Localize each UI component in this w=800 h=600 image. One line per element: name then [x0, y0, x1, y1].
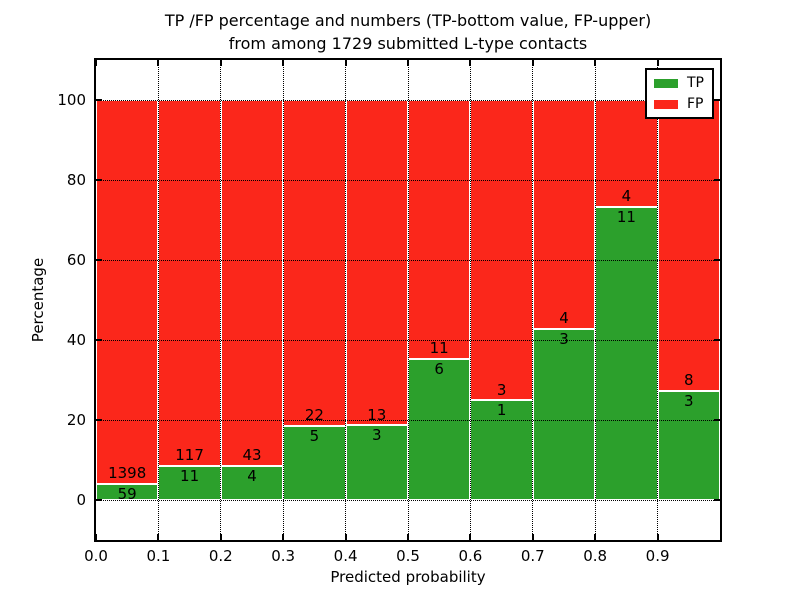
fp-bar-segment: [532, 100, 596, 329]
vertical-gridline: [282, 60, 284, 540]
y-tick-label: 20: [66, 411, 86, 429]
vertical-gridline: [157, 60, 159, 540]
horizontal-gridline: [96, 339, 720, 341]
x-tick-label: 0.7: [520, 547, 545, 565]
x-axis-label: Predicted probability: [330, 568, 486, 586]
chart-title: TP /FP percentage and numbers (TP-bottom…: [60, 9, 756, 55]
fp-bar-segment: [408, 100, 471, 359]
x-axis-tick: [219, 534, 222, 540]
y-axis-tick: [96, 179, 102, 181]
legend-label-tp: TP: [687, 75, 704, 91]
legend-item-tp: TP: [654, 76, 704, 90]
fp-bar-segment: [96, 100, 159, 484]
x-axis-tick: [157, 534, 160, 540]
y-tick-label: 80: [66, 171, 86, 189]
y-tick-label: 0: [76, 491, 86, 509]
vertical-gridline: [594, 60, 596, 540]
horizontal-gridline: [96, 419, 720, 421]
fp-bar-segment: [657, 100, 720, 391]
vertical-gridline: [657, 60, 659, 540]
y-tick-label: 40: [66, 331, 86, 349]
fp-bar-segment: [220, 100, 284, 466]
x-tick-label: 0.0: [84, 547, 108, 565]
tp-color-swatch-icon: [654, 78, 678, 88]
legend-label-fp: FP: [687, 96, 704, 112]
fp-bar-segment: [283, 100, 346, 426]
x-axis-tick: [594, 60, 597, 66]
y-axis-tick: [96, 499, 102, 501]
y-axis-tick: [96, 339, 102, 341]
x-tick-label: 0.2: [208, 547, 233, 565]
legend-item-fp: FP: [654, 97, 704, 111]
x-tick-label: 0.1: [146, 547, 171, 565]
x-axis-tick: [95, 534, 97, 540]
x-axis-tick: [531, 534, 534, 540]
tp-bar-segment: [408, 358, 471, 500]
vertical-gridline: [220, 60, 222, 540]
chart-title-line2: from among 1729 submitted L-type contact…: [228, 34, 588, 54]
vertical-gridline: [532, 60, 534, 540]
vertical-gridline: [345, 60, 347, 540]
tp-bar-segment: [158, 465, 221, 500]
tp-bar-segment: [532, 328, 596, 500]
chart-title-line1: TP /FP percentage and numbers (TP-bottom…: [164, 11, 652, 30]
y-axis-tick: [714, 259, 720, 261]
y-tick-label: 60: [66, 251, 86, 269]
horizontal-gridline: [96, 499, 720, 501]
y-axis-tick: [96, 419, 102, 421]
y-tick-label: 100: [57, 91, 86, 109]
x-tick-label: 0.3: [271, 547, 296, 565]
y-axis-tick: [714, 419, 720, 421]
fp-color-swatch-icon: [654, 99, 678, 109]
tp-bar-segment: [345, 425, 408, 500]
x-axis-tick: [282, 60, 285, 66]
x-tick-label: 0.8: [583, 547, 608, 565]
horizontal-gridline: [96, 259, 720, 261]
x-axis-tick: [95, 60, 97, 66]
y-axis-tick: [714, 179, 720, 181]
x-tick-label: 0.5: [396, 547, 420, 565]
x-axis-tick: [407, 534, 409, 540]
horizontal-gridline: [96, 99, 720, 101]
x-axis-tick: [656, 534, 659, 540]
tp-bar-segment: [657, 390, 720, 500]
x-axis-tick: [157, 60, 160, 66]
x-tick-label: 0.6: [458, 547, 483, 565]
x-axis-tick: [407, 60, 409, 66]
tp-bar-segment: [470, 400, 533, 500]
vertical-gridline: [469, 60, 471, 540]
fp-bar-segment: [470, 100, 533, 400]
y-axis-label: Percentage: [29, 257, 47, 343]
x-axis-tick: [531, 60, 534, 66]
fp-bar-segment: [158, 100, 221, 466]
fp-bar-segment: [345, 100, 408, 425]
x-axis-tick: [344, 60, 347, 66]
plot-area: 1398 59 117 11 43 4 22 5 13 3 11 6 3 1 4 3 4 11 8 3: [94, 58, 722, 542]
y-axis-tick: [714, 499, 720, 501]
y-axis-tick: [96, 259, 102, 261]
legend-box: TP FP: [645, 68, 714, 119]
x-axis-tick: [219, 60, 222, 66]
x-tick-label: 0.4: [333, 547, 358, 565]
x-axis-tick: [469, 534, 472, 540]
horizontal-gridline: [96, 179, 720, 181]
x-axis-tick: [469, 60, 472, 66]
x-axis-tick: [282, 534, 285, 540]
tp-bar-segment: [595, 206, 658, 500]
tp-bar-segment: [283, 425, 346, 500]
y-axis-tick: [96, 99, 102, 101]
x-tick-label: 0.9: [645, 547, 670, 565]
tp-bar-segment: [96, 483, 159, 500]
y-axis-tick: [714, 339, 720, 341]
y-axis-tick: [714, 99, 720, 101]
x-axis-tick: [344, 534, 347, 540]
x-axis-tick: [594, 534, 597, 540]
vertical-gridline: [407, 60, 409, 540]
tp-bar-segment: [220, 465, 284, 500]
x-axis-tick: [656, 60, 659, 66]
